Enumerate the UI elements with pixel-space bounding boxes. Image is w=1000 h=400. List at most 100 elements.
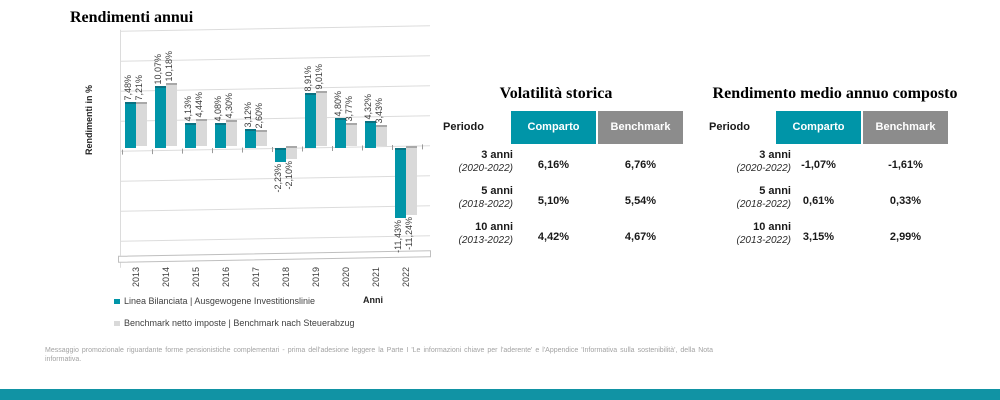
bottom-accent-bar (0, 389, 1000, 400)
bar-2017-comparto (245, 129, 256, 148)
benchmark-value: -1,61% (888, 159, 923, 171)
period-range-text: (2013-2022) (458, 235, 513, 246)
period-range-text: (2018-2022) (458, 199, 513, 210)
period-text: 10 anni (475, 221, 513, 233)
column-header-benchmark: Benchmark (863, 111, 948, 144)
bar-2013-comparto (125, 102, 136, 148)
period-text: 3 anni (759, 149, 791, 161)
bar-value-label-2017-benchmark: 2,60% (254, 103, 264, 129)
period-text: 5 anni (481, 185, 513, 197)
chart-plot: 7,21% 7,48% 10,18% 10,07% 4,44% 4,13% 4,30% 4,0… (118, 24, 431, 268)
bar-value-label-2019-benchmark: 9,01% (314, 64, 324, 90)
x-axis-label-2013: 2013 (131, 267, 141, 288)
x-axis-label-2018: 2018 (281, 267, 291, 288)
legend-label-benchmark: Benchmark netto imposte | Benchmark nach… (124, 318, 355, 328)
row-period-label: 3 anni (2020-2022) (440, 149, 513, 175)
bar-2013-benchmark (136, 102, 147, 146)
x-axis-label-2021: 2021 (371, 267, 381, 288)
bar-value-label-2013-benchmark: 7,21% (134, 75, 144, 101)
bar-value-label-2022-comparto: -11,43% (393, 220, 403, 253)
bar-2015-benchmark (196, 119, 207, 146)
legend-swatch-comparto (114, 298, 120, 304)
period-range-text: (2020-2022) (736, 163, 791, 174)
bar-2019-comparto (305, 93, 316, 148)
comparto-value: 5,10% (537, 195, 570, 207)
bar-2021-comparto (365, 121, 376, 148)
bar-value-label-2017-comparto: 3,12% (243, 102, 253, 128)
bar-value-label-2015-comparto: 4,13% (183, 96, 193, 122)
bar-value-label-2013-comparto: 7,48% (123, 75, 133, 101)
column-header-comparto: Comparto (776, 111, 861, 144)
table-title: Volatilità storica (499, 85, 613, 102)
row-period-label: 3 anni (2020-2022) (703, 149, 791, 175)
x-axis-label-2017: 2017 (251, 267, 261, 288)
legend-item-benchmark: Benchmark netto imposte | Benchmark nach… (114, 318, 354, 328)
period-range-text: (2020-2022) (458, 163, 513, 174)
legend-label-comparto: Linea Bilanciata | Ausgewogene Investiti… (124, 296, 315, 306)
bar-2019-benchmark (316, 91, 327, 146)
column-header-benchmark: Benchmark (598, 111, 683, 144)
bar-2014-benchmark (166, 83, 177, 146)
bar-2020-comparto (335, 118, 346, 148)
x-axis-label-2019: 2019 (311, 267, 321, 288)
x-axis-label-2020: 2020 (341, 267, 351, 288)
legend-swatch-benchmark (114, 320, 120, 326)
bar-value-label-2016-benchmark: 4,30% (224, 93, 234, 119)
period-text: 5 anni (759, 185, 791, 197)
x-axis-name: Anni (363, 295, 383, 305)
row-period-label: 10 anni (2013-2022) (703, 221, 791, 247)
benchmark-value: 4,67% (624, 231, 657, 243)
y-axis-title: Rendimenti in % (84, 85, 94, 156)
period-range-text: (2018-2022) (736, 199, 791, 210)
benchmark-value: 6,76% (624, 159, 657, 171)
comparto-value: 3,15% (802, 231, 835, 243)
bar-2022-comparto (395, 148, 406, 218)
benchmark-value: 0,33% (889, 195, 922, 207)
bar-value-label-2020-comparto: 4,80% (333, 91, 343, 117)
promotional-disclaimer: Messaggio promozionale riguardante forme… (45, 347, 713, 363)
bar-value-label-2022-benchmark: -11,24% (404, 217, 414, 250)
comparto-value: 6,16% (537, 159, 570, 171)
row-period-label: 10 anni (2013-2022) (440, 221, 513, 247)
x-axis-label-2015: 2015 (191, 267, 201, 288)
row-period-label: 5 anni (2018-2022) (440, 185, 513, 211)
bar-value-label-2019-comparto: 8,91% (303, 66, 313, 92)
comparto-value: -1,07% (801, 159, 836, 171)
bar-value-label-2014-comparto: 10,07% (153, 54, 163, 85)
bar-value-label-2014-benchmark: 10,18% (164, 51, 174, 82)
bar-value-label-2021-comparto: 4,32% (363, 94, 373, 120)
bar-value-label-2021-benchmark: 3,43% (374, 98, 384, 124)
bar-2015-comparto (185, 123, 196, 148)
comparto-value: 0,61% (802, 195, 835, 207)
bar-2016-comparto (215, 123, 226, 148)
bar-2018-comparto (275, 148, 286, 162)
bar-value-label-2018-benchmark: -2,10% (284, 161, 294, 190)
bar-value-label-2016-comparto: 4,08% (213, 96, 223, 122)
benchmark-value: 2,99% (889, 231, 922, 243)
bar-2022-benchmark (406, 146, 417, 215)
chart-title: Rendimenti annui (70, 9, 194, 26)
bar-2016-benchmark (226, 120, 237, 146)
column-header-period: Periodo (443, 121, 484, 133)
legend-item-comparto: Linea Bilanciata | Ausgewogene Investiti… (114, 296, 315, 306)
comparto-value: 4,42% (537, 231, 570, 243)
x-axis-label-2022: 2022 (401, 267, 411, 288)
table-title: Rendimento medio annuo composto (712, 85, 958, 102)
period-range-text: (2013-2022) (736, 235, 791, 246)
bar-value-label-2018-comparto: -2,23% (273, 164, 283, 193)
bar-2014-comparto (155, 86, 166, 148)
bar-2018-benchmark (286, 146, 297, 159)
period-text: 10 anni (753, 221, 791, 233)
row-period-label: 5 anni (2018-2022) (703, 185, 791, 211)
column-header-comparto: Comparto (511, 111, 596, 144)
bar-value-label-2020-benchmark: 3,77% (344, 96, 354, 122)
column-header-period: Periodo (709, 121, 750, 133)
x-axis-label-2016: 2016 (221, 267, 231, 288)
benchmark-value: 5,54% (624, 195, 657, 207)
bar-2020-benchmark (346, 123, 357, 146)
x-axis-label-2014: 2014 (161, 267, 171, 288)
bar-2021-benchmark (376, 125, 387, 146)
bar-2017-benchmark (256, 130, 267, 146)
period-text: 3 anni (481, 149, 513, 161)
